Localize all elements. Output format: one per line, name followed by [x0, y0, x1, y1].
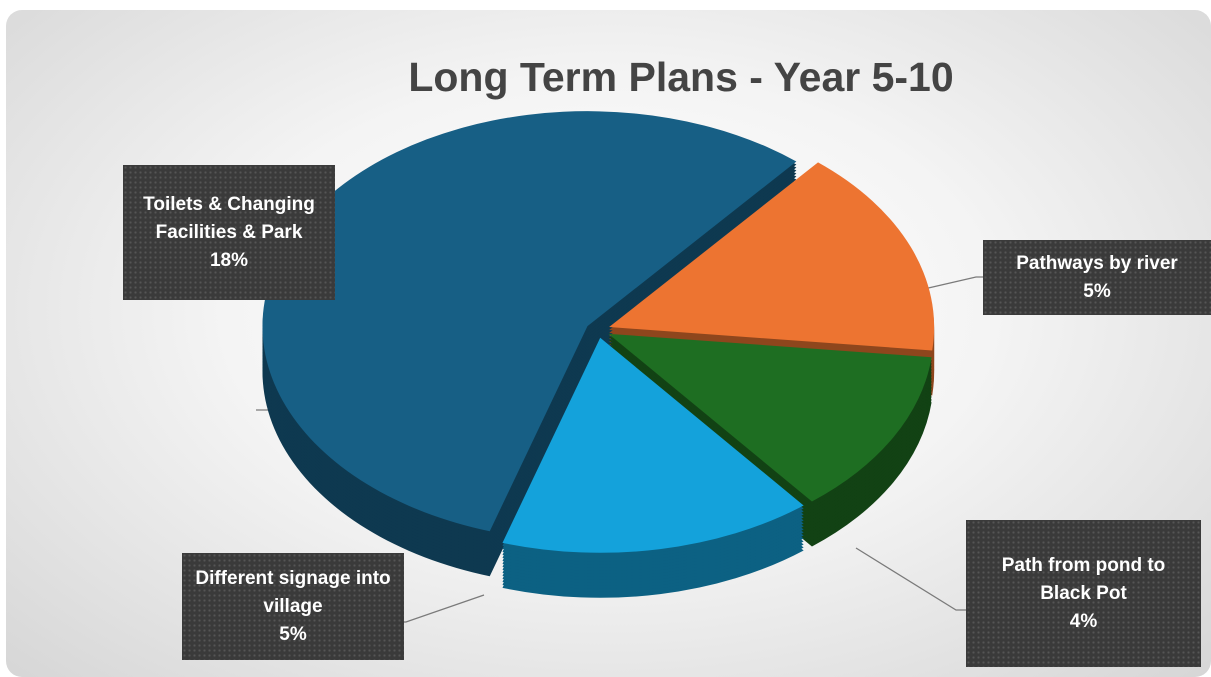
chart-card: Long Term Plans - Year 5-10 Toilets & Ch… [6, 10, 1211, 677]
category-label: Toilets & Changing Facilities & Park [143, 193, 315, 243]
data-label: Pathways by river 5% [983, 240, 1211, 315]
category-label: Pathways by river [1016, 252, 1178, 274]
slice [609, 162, 935, 351]
value-label: 5% [279, 623, 307, 645]
category-label: Different signage into village [195, 567, 391, 617]
leader-line [855, 547, 972, 611]
data-label: Different signage into village 5% [182, 553, 404, 660]
value-label: 18% [209, 249, 249, 271]
value-label: 5% [1083, 280, 1111, 302]
slice [608, 333, 932, 502]
data-label: Path from pond to Black Pot 4% [966, 520, 1201, 667]
chart-title: Long Term Plans - Year 5-10 [408, 54, 954, 100]
value-label: 4% [1069, 610, 1098, 632]
data-label: Toilets & Changing Facilities & Park 18% [123, 165, 335, 300]
leader-line [402, 594, 485, 623]
category-label: Path from pond to Black Pot [1001, 554, 1166, 604]
slice [262, 111, 797, 532]
slice [502, 337, 804, 553]
pie-chart [256, 111, 989, 623]
